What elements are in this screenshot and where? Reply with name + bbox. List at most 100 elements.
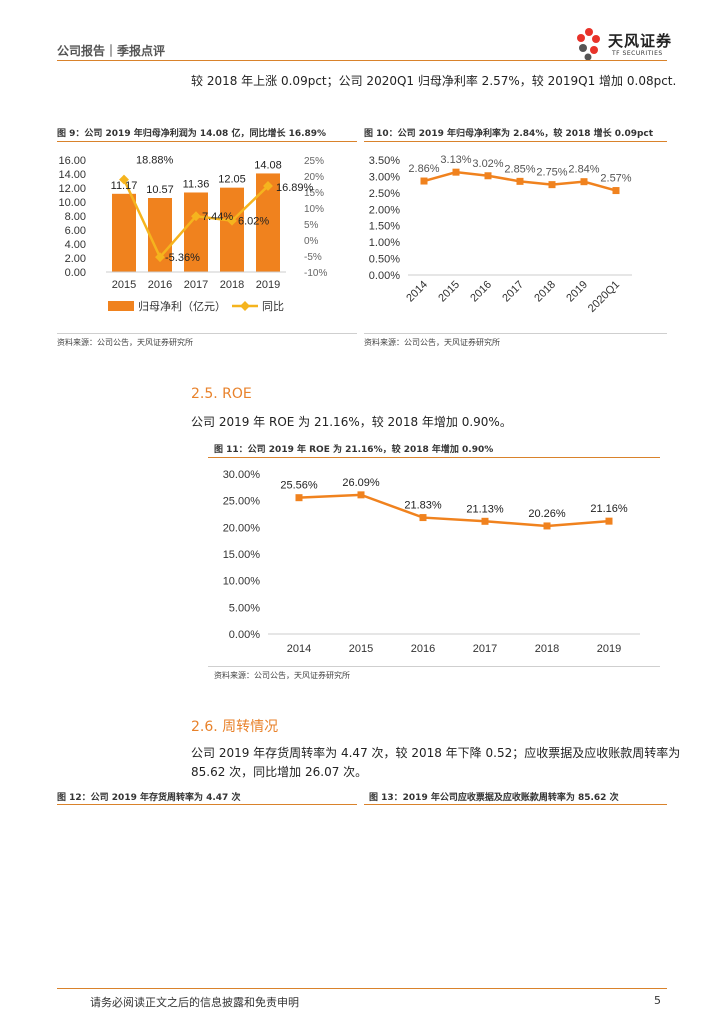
x-tick-label: 2014 [287,643,311,655]
series-value-label: 2.86% [408,163,439,175]
series-point [452,168,460,176]
y-tick-label: 2.50% [369,188,400,200]
x-tick-label: 2015 [349,643,373,655]
y2-tick-label: -5% [304,252,322,263]
bar [184,192,208,272]
bar-value-label: 12.05 [218,174,246,186]
x-tick-label: 2018 [532,279,558,305]
y-tick-label: 10.00 [58,197,86,209]
series-line [298,493,610,528]
x-tick-label: 2019 [256,279,280,291]
series-point [484,172,492,180]
net-margin-chart: 3.50% 3.00% 2.50% 2.00% 1.50% 1.00% 0.50% 0.00%… [369,154,632,315]
y-tick-label: 0.50% [369,254,400,266]
bar-value-label: 11.17 [111,180,138,192]
figure-9-source-rule [57,333,357,334]
legend-bar-label: 归母净利（亿元） [138,299,226,313]
y-tick-label: 3.50% [369,155,400,167]
y-tick-label: 6.00 [65,225,86,237]
section-turnover-title: 2.6. 周转情况 [191,719,279,735]
series-value-label: 2.57% [600,173,631,185]
yoy-point [119,174,129,185]
y-tick-label: 5.00% [229,602,260,614]
section-turnover-text-2: 85.62 次，同比增加 26.07 次。 [191,765,368,779]
series-point [580,178,588,186]
figure-12-caption: 图 12：公司 2019 年存货周转率为 4.47 次 [57,793,241,803]
series-point [295,494,303,502]
yoy-value-label: 6.02% [238,216,269,228]
bar-value-label: 14.08 [254,159,282,171]
series-value-label: 21.83% [404,500,442,512]
yoy-value-label: 18.88% [136,155,174,167]
x-tick-label: 2018 [220,279,244,291]
x-tick-label: 2019 [597,643,621,655]
y2-tick-label: 5% [304,220,319,231]
series-value-label: 2.85% [504,163,535,175]
x-tick-label: 2014 [404,279,430,305]
y-tick-label: 14.00 [58,169,86,181]
x-tick-label: 2016 [468,279,494,305]
y-tick-label: 2.00% [369,204,400,216]
series-value-label: 3.02% [472,158,503,170]
y-tick-label: 1.50% [369,221,400,233]
series-point [419,514,427,522]
y-tick-label: 1.00% [369,237,400,249]
yoy-point [227,215,237,226]
series-point [420,177,428,185]
x-tick-label: 2016 [148,279,172,291]
report-type: 公司报告｜季报点评 [57,44,166,58]
series-point [516,177,524,185]
y-tick-label: 0.00% [229,629,260,641]
legend-line-marker [240,301,250,311]
header-divider [57,60,667,61]
figure-10-rule [364,141,667,142]
y2-tick-label: 15% [304,188,324,199]
series-value-label: 3.13% [440,154,471,166]
roe-chart: 30.00% 25.00% 20.00% 15.00% 10.00% 5.00% 0.00%… [223,469,640,655]
figure-13-caption: 图 13：2019 年公司应收票据及应收账款周转率为 85.62 次 [369,793,619,803]
series-value-label: 2.84% [568,164,599,176]
y2-tick-label: 10% [304,204,324,215]
bar [112,193,136,272]
section-turnover-text-1: 公司 2019 年存货周转率为 4.47 次，较 2018 年下降 0.52；应… [191,746,681,760]
x-tick-label: 2017 [184,279,208,291]
y-tick-label: 20.00% [223,522,261,534]
y-tick-label: 0.00 [65,267,86,279]
x-tick-label: 2018 [535,643,559,655]
y-tick-label: 0.00% [369,270,400,282]
figure-11-source-rule [208,666,660,667]
series-value-label: 25.56% [280,480,318,492]
series-value-label: 20.26% [528,508,566,520]
y2-tick-label: -10% [304,268,327,279]
figure-9-caption: 图 9：公司 2019 年归母净利润为 14.08 亿，同比增长 16.89% [57,129,327,139]
x-tick-label: 2016 [411,643,435,655]
y-tick-label: 2.00 [65,253,86,265]
y-tick-label: 25.00% [223,496,261,508]
yoy-point [191,211,201,222]
series-point [548,181,556,189]
x-tick-label: 2019 [564,279,590,305]
intro-paragraph: 较 2018 年上涨 0.09pct；公司 2020Q1 归母净利率 2.57%… [191,74,677,88]
figure-12-rule [57,804,357,805]
footer-divider [57,988,667,989]
figure-10-caption: 图 10：公司 2019 年归母净利率为 2.84%，较 2018 增长 0.0… [364,129,654,139]
x-tick-label: 2015 [112,279,136,291]
figure-9-rule [57,141,357,142]
series-point [481,517,489,525]
net-profit-chart: 16.00 14.00 12.00 10.00 8.00 6.00 4.00 2.00 0.00… [58,155,327,313]
x-tick-label: 2020Q1 [586,279,622,315]
figure-10-source: 资料来源：公司公告，天风证券研究所 [364,338,500,347]
figure-11-rule [208,457,660,458]
x-tick-label: 2017 [500,279,526,305]
y2-tick-label: 20% [304,172,324,183]
y-tick-label: 30.00% [223,469,261,481]
figure-9-source: 资料来源：公司公告，天风证券研究所 [57,338,193,347]
page-number: 5 [654,994,661,1007]
y-tick-label: 4.00 [65,239,86,251]
disclaimer-link[interactable]: 请务必阅读正文之后的信息披露和免责申明 [90,996,299,1009]
figure-11-source: 资料来源：公司公告，天风证券研究所 [214,671,350,680]
y-tick-label: 3.00% [369,171,400,183]
series-point [357,491,365,499]
yoy-value-label: -5.36% [165,252,200,264]
y-tick-label: 12.00 [58,183,86,195]
